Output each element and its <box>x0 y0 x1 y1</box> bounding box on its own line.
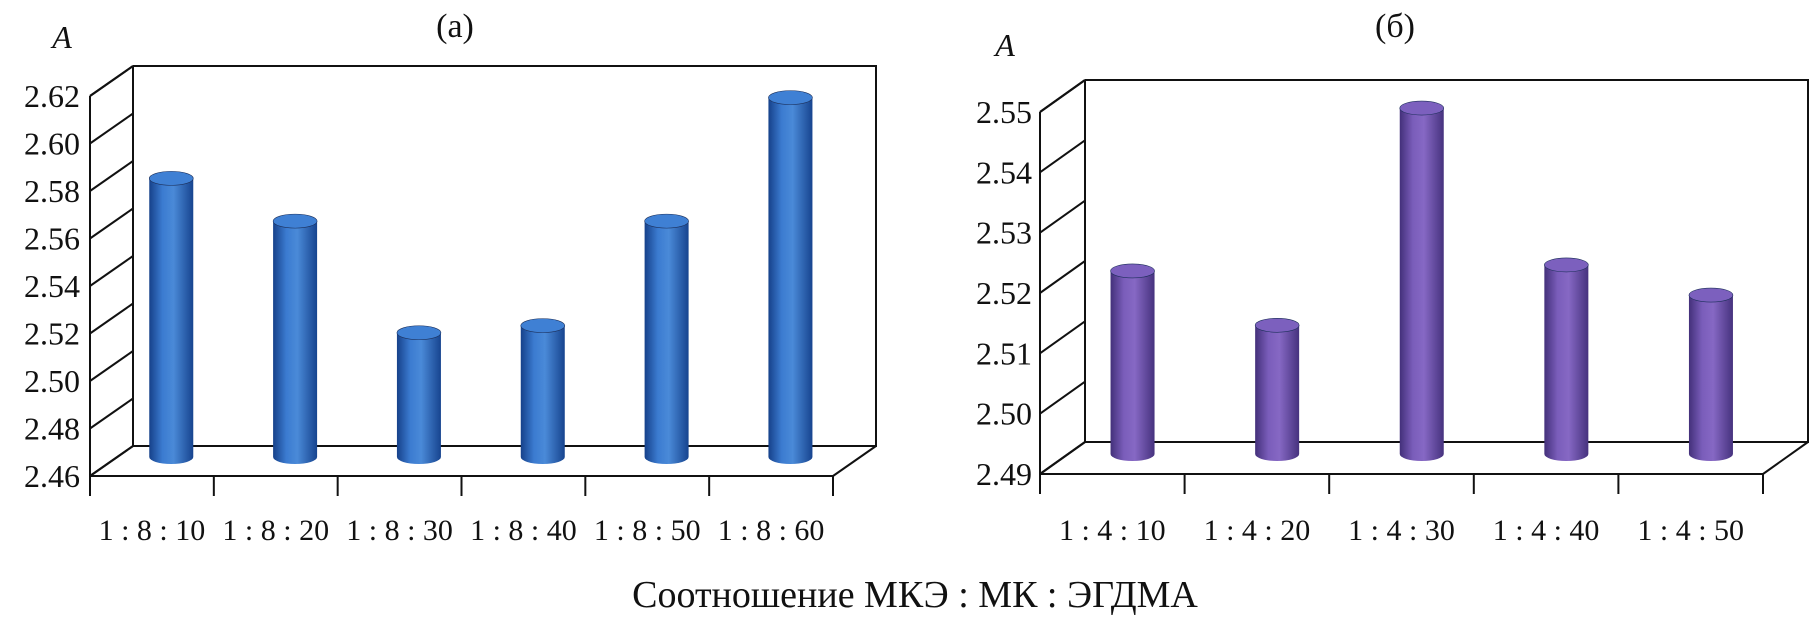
x-tick-label: 1 : 8 : 60 <box>718 514 825 547</box>
y-tick-label: 2.62 <box>24 78 80 114</box>
bar-body <box>149 178 194 464</box>
y-tick-line <box>89 255 134 287</box>
y-tick-line <box>89 160 134 192</box>
bar-top <box>520 318 566 333</box>
y-tick-line <box>89 207 134 240</box>
y-tick-label: 2.54 <box>976 154 1032 190</box>
chart-b-y-axis: 2.49 2.50 2.51 2.52 2.53 2.54 2.55 <box>976 79 1086 492</box>
y-tick-line <box>1039 320 1086 355</box>
bar-top <box>148 171 194 186</box>
y-tick-line <box>1039 380 1086 415</box>
x-axis-label: Соотношение МКЭ : МК : ЭГДМА <box>632 574 1198 616</box>
y-tick-line <box>1039 441 1086 475</box>
bar <box>148 171 194 464</box>
bar-body <box>1399 108 1444 462</box>
y-tick-label: 2.53 <box>976 215 1032 251</box>
x-tick-label: 1 : 8 : 30 <box>346 514 453 547</box>
y-tick-label: 2.54 <box>24 268 80 304</box>
chart-b-x-axis: 1 : 4 : 10 1 : 4 : 20 1 : 4 : 30 1 : 4 : 40… <box>1059 474 1764 547</box>
chart-b-ylabel: A <box>993 27 1015 63</box>
y-tick-label: 2.56 <box>24 221 80 257</box>
bar <box>1688 287 1734 462</box>
chart-a-bars <box>148 90 813 465</box>
bar-top <box>1254 317 1300 333</box>
y-tick-label: 2.46 <box>24 458 80 494</box>
y-tick-line <box>89 65 134 97</box>
bar-top <box>396 325 442 341</box>
bar <box>768 90 813 465</box>
bar-top <box>1399 100 1445 116</box>
bar <box>520 318 566 465</box>
x-tick-label: 1 : 4 : 20 <box>1204 514 1311 547</box>
chart-panel-b: (б) A 2.49 2.50 2.51 2.52 2.53 2.54 2.55 1 : 4… <box>976 8 1809 547</box>
chart-a-y-axis: 2.46 2.48 2.50 2.52 2.54 2.56 2.58 2.60 2.62 <box>24 65 134 494</box>
y-tick-line <box>1039 139 1086 174</box>
y-tick-label: 2.60 <box>24 126 80 162</box>
y-tick-line <box>89 350 134 382</box>
bar <box>1399 100 1445 462</box>
y-tick-label: 2.52 <box>24 316 80 352</box>
bar-body <box>768 97 813 465</box>
bar-body <box>273 221 318 465</box>
x-tick-label: 1 : 8 : 10 <box>99 514 206 547</box>
y-tick-line <box>89 302 134 335</box>
x-tick-label: 1 : 4 : 10 <box>1059 514 1166 547</box>
y-tick-label: 2.55 <box>976 94 1032 130</box>
bar-top <box>644 213 689 229</box>
bar-top <box>768 90 813 105</box>
y-tick-line <box>89 445 134 477</box>
bar <box>1110 263 1155 462</box>
bar-body <box>1255 325 1300 462</box>
chart-a-frame <box>89 65 877 496</box>
bar-body <box>1110 270 1155 462</box>
y-tick-label: 2.48 <box>24 411 80 447</box>
chart-b-title: (б) <box>1375 8 1415 45</box>
chart-a-title: (а) <box>436 8 474 45</box>
y-tick-line <box>1039 79 1086 113</box>
x-tick-label: 1 : 4 : 40 <box>1493 514 1600 547</box>
bar-body <box>1544 264 1589 462</box>
bar <box>644 213 689 465</box>
bar-top <box>1688 287 1734 303</box>
x-tick-label: 1 : 4 : 30 <box>1348 514 1455 547</box>
y-tick-label: 2.49 <box>976 456 1032 492</box>
bar <box>396 325 442 465</box>
y-tick-line <box>1039 199 1086 234</box>
chart-a-ylabel: A <box>50 19 72 55</box>
y-tick-label: 2.58 <box>24 173 80 209</box>
chart-b-bars <box>1110 100 1734 462</box>
bar-body <box>396 332 441 465</box>
bar <box>1544 257 1589 462</box>
y-tick-label: 2.50 <box>24 363 80 399</box>
y-tick-line <box>89 397 134 430</box>
bar <box>272 213 318 465</box>
bar-body <box>1688 295 1733 462</box>
y-tick-line <box>89 112 134 145</box>
x-tick-label: 1 : 8 : 40 <box>470 514 577 547</box>
bar-body <box>520 325 565 465</box>
y-tick-label: 2.52 <box>976 275 1032 311</box>
chart-a-x-axis: 1 : 8 : 10 1 : 8 : 20 1 : 8 : 30 1 : 8 : 40… <box>99 476 834 547</box>
x-tick-label: 1 : 8 : 20 <box>222 514 329 547</box>
x-tick-label: 1 : 8 : 50 <box>594 514 701 547</box>
chart-panel-a: (а) A 2.462.482.502.522.542.562.582.602.… <box>24 8 877 547</box>
x-tick-label: 1 : 4 : 50 <box>1637 514 1744 547</box>
bar-top <box>1544 257 1589 273</box>
bar <box>1254 317 1300 462</box>
bar-top <box>1110 263 1155 279</box>
bar-body <box>644 221 689 465</box>
bar-top <box>272 213 318 229</box>
y-tick-line <box>1039 260 1086 294</box>
y-tick-label: 2.50 <box>976 396 1032 432</box>
y-tick-label: 2.51 <box>976 335 1032 371</box>
